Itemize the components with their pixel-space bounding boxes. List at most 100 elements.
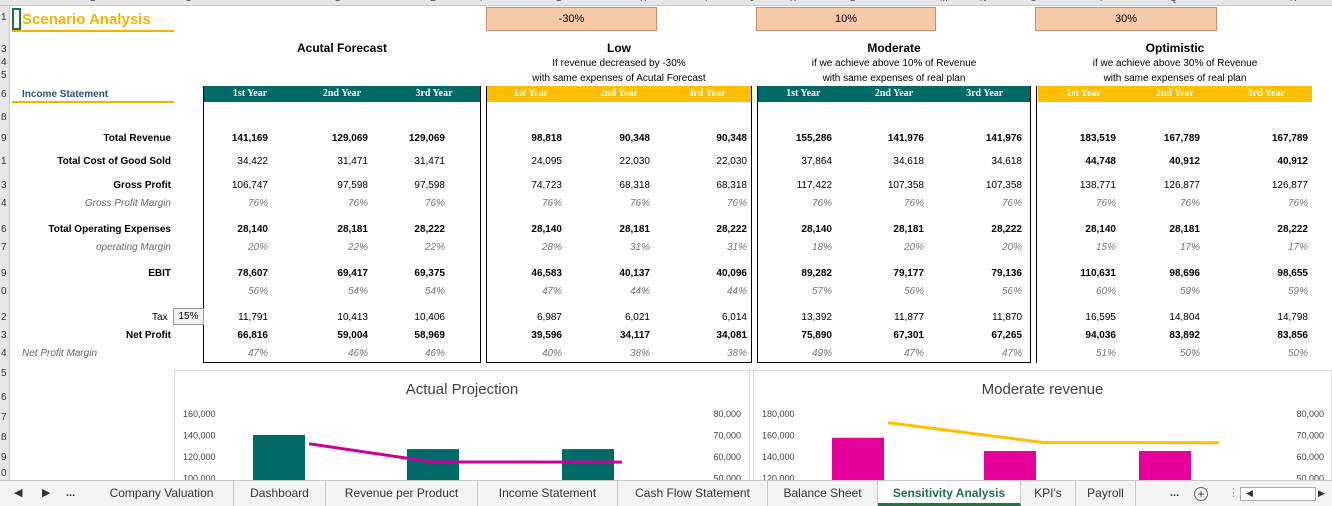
optimistic-ebit-margin-cell[interactable]: 59% — [1287, 286, 1308, 297]
optimistic-ebit-cell[interactable]: 98,696 — [1169, 268, 1200, 279]
optimistic-tax-cell[interactable]: 16,595 — [1085, 312, 1116, 323]
row-number[interactable]: 5 — [1, 368, 7, 379]
optimistic-ebit-cell[interactable]: 98,655 — [1277, 268, 1308, 279]
optimistic-gross-profit-cell[interactable]: 138,771 — [1079, 180, 1116, 191]
actual-total-revenue-cell[interactable]: 129,069 — [331, 133, 368, 144]
actual-ebit-margin-cell[interactable]: 54% — [424, 286, 445, 297]
low-ebit-cell[interactable]: 40,096 — [716, 268, 747, 279]
moderate-gross-profit-cell[interactable]: 107,358 — [985, 180, 1022, 191]
sheet-tab-kpi-s[interactable]: KPI's — [1021, 481, 1076, 506]
row-number[interactable]: 8 — [1, 112, 7, 123]
moderate-ebit-margin-cell[interactable]: 57% — [811, 286, 832, 297]
moderate-net-margin-cell[interactable]: 47% — [1001, 348, 1022, 359]
actual-op-margin-cell[interactable]: 20% — [247, 242, 268, 253]
moderate-gross-margin-cell[interactable]: 76% — [811, 198, 832, 209]
optimistic-op-margin-cell[interactable]: 17% — [1287, 242, 1308, 253]
sheet-tab-revenue-per-product[interactable]: Revenue per Product — [326, 481, 478, 506]
column-letter[interactable]: D — [335, 0, 342, 3]
optimistic-gross-margin-cell[interactable]: 76% — [1095, 198, 1116, 209]
moderate-total-opex-cell[interactable]: 28,181 — [893, 224, 924, 235]
low-op-margin-cell[interactable]: 31% — [629, 242, 650, 253]
actual-total-opex-cell[interactable]: 28,222 — [414, 224, 445, 235]
column-letter[interactable]: C — [185, 0, 192, 3]
sheet-tab-payroll[interactable]: Payroll — [1076, 481, 1136, 506]
optimistic-gross-profit-cell[interactable]: 126,877 — [1271, 180, 1308, 191]
moderate-ebit-margin-cell[interactable]: 56% — [1001, 286, 1022, 297]
optimistic-op-margin-cell[interactable]: 17% — [1179, 242, 1200, 253]
moderate-net-profit-cell[interactable]: 67,301 — [893, 330, 924, 341]
moderate-op-margin-cell[interactable]: 18% — [811, 242, 832, 253]
actual-net-margin-cell[interactable]: 47% — [247, 348, 268, 359]
low-total-revenue-cell[interactable]: 98,818 — [531, 133, 562, 144]
low-pct-box[interactable]: -30% — [486, 7, 657, 31]
actual-tax-cell[interactable]: 10,413 — [337, 312, 368, 323]
optimistic-tax-cell[interactable]: 14,804 — [1169, 312, 1200, 323]
optimistic-total-cogs-cell[interactable]: 44,748 — [1085, 156, 1116, 167]
row-number[interactable]: 3 — [1, 330, 7, 341]
optimistic-ebit-margin-cell[interactable]: 59% — [1179, 286, 1200, 297]
row-number[interactable]: 4 — [1, 198, 7, 209]
moderate-total-revenue-cell[interactable]: 141,976 — [887, 133, 924, 144]
column-header[interactable]: B C D E F G H I J K L M N O P Q R — [0, 0, 1332, 6]
optimistic-total-cogs-cell[interactable]: 40,912 — [1169, 156, 1200, 167]
sheet-tab-balance-sheet[interactable]: Balance Sheet — [768, 481, 878, 506]
actual-gross-profit-cell[interactable]: 97,598 — [414, 180, 445, 191]
low-gross-margin-cell[interactable]: 76% — [726, 198, 747, 209]
row-number[interactable]: 9 — [1, 268, 7, 279]
optimistic-net-margin-cell[interactable]: 51% — [1095, 348, 1116, 359]
row-number[interactable]: 0 — [1, 286, 7, 297]
actual-op-margin-cell[interactable]: 22% — [347, 242, 368, 253]
row-number[interactable]: 8 — [1, 432, 7, 443]
optimistic-total-opex-cell[interactable]: 28,140 — [1085, 224, 1116, 235]
moderate-total-revenue-cell[interactable]: 141,976 — [985, 133, 1022, 144]
moderate-net-profit-cell[interactable]: 67,265 — [991, 330, 1022, 341]
row-number[interactable]: 9 — [1, 133, 7, 144]
column-letter[interactable]: N — [980, 0, 987, 3]
actual-net-profit-cell[interactable]: 58,969 — [414, 330, 445, 341]
row-number[interactable]: 6 — [1, 392, 7, 403]
column-letter[interactable]: H — [640, 0, 647, 3]
low-ebit-cell[interactable]: 46,583 — [531, 268, 562, 279]
low-net-profit-cell[interactable]: 39,596 — [531, 330, 562, 341]
column-letter[interactable]: G — [555, 0, 562, 3]
low-ebit-margin-cell[interactable]: 44% — [629, 286, 650, 297]
tab-more-right[interactable]: ... — [1170, 487, 1180, 499]
optimistic-gross-profit-cell[interactable]: 126,877 — [1163, 180, 1200, 191]
actual-net-margin-cell[interactable]: 46% — [347, 348, 368, 359]
low-total-revenue-cell[interactable]: 90,348 — [619, 133, 650, 144]
low-net-margin-cell[interactable]: 40% — [541, 348, 562, 359]
actual-total-revenue-cell[interactable]: 129,069 — [408, 133, 445, 144]
actual-gross-margin-cell[interactable]: 76% — [247, 198, 268, 209]
optimistic-ebit-cell[interactable]: 110,631 — [1080, 268, 1116, 279]
chart-moderate-revenue[interactable]: Moderate revenue 180,000 160,000 140,000 12… — [753, 370, 1332, 482]
row-number[interactable]: 9 — [1, 452, 7, 463]
actual-ebit-margin-cell[interactable]: 56% — [247, 286, 268, 297]
actual-ebit-cell[interactable]: 69,375 — [414, 268, 445, 279]
actual-gross-margin-cell[interactable]: 76% — [347, 198, 368, 209]
column-letter[interactable]: B — [90, 0, 96, 3]
moderate-gross-profit-cell[interactable]: 117,422 — [796, 180, 832, 191]
optimistic-net-profit-cell[interactable]: 83,856 — [1277, 330, 1308, 341]
moderate-gross-profit-cell[interactable]: 107,358 — [887, 180, 924, 191]
moderate-ebit-cell[interactable]: 89,282 — [801, 268, 832, 279]
tab-split-handle[interactable]: ⋮ — [1228, 487, 1239, 499]
low-net-profit-cell[interactable]: 34,117 — [619, 330, 650, 341]
row-number[interactable]: 7 — [1, 412, 7, 423]
low-total-cogs-cell[interactable]: 24,095 — [531, 156, 562, 167]
optimistic-op-margin-cell[interactable]: 15% — [1095, 242, 1116, 253]
low-ebit-margin-cell[interactable]: 47% — [541, 286, 562, 297]
actual-gross-profit-cell[interactable]: 106,747 — [231, 180, 268, 191]
actual-tax-cell[interactable]: 11,791 — [238, 312, 268, 323]
scroll-right-arrow-icon[interactable]: ▶ — [1318, 488, 1325, 498]
optimistic-pct-box[interactable]: 30% — [1035, 7, 1217, 31]
actual-total-opex-cell[interactable]: 28,140 — [237, 224, 268, 235]
actual-total-cogs-cell[interactable]: 34,422 — [237, 156, 268, 167]
sheet-tab-income-statement[interactable]: Income Statement — [478, 481, 618, 506]
column-letter[interactable]: P — [1100, 0, 1106, 3]
moderate-ebit-margin-cell[interactable]: 56% — [903, 286, 924, 297]
column-letter[interactable]: R — [1290, 0, 1297, 3]
optimistic-total-opex-cell[interactable]: 28,222 — [1277, 224, 1308, 235]
row-number[interactable]: 2 — [1, 312, 7, 323]
optimistic-tax-cell[interactable]: 14,798 — [1277, 312, 1308, 323]
optimistic-gross-margin-cell[interactable]: 76% — [1287, 198, 1308, 209]
